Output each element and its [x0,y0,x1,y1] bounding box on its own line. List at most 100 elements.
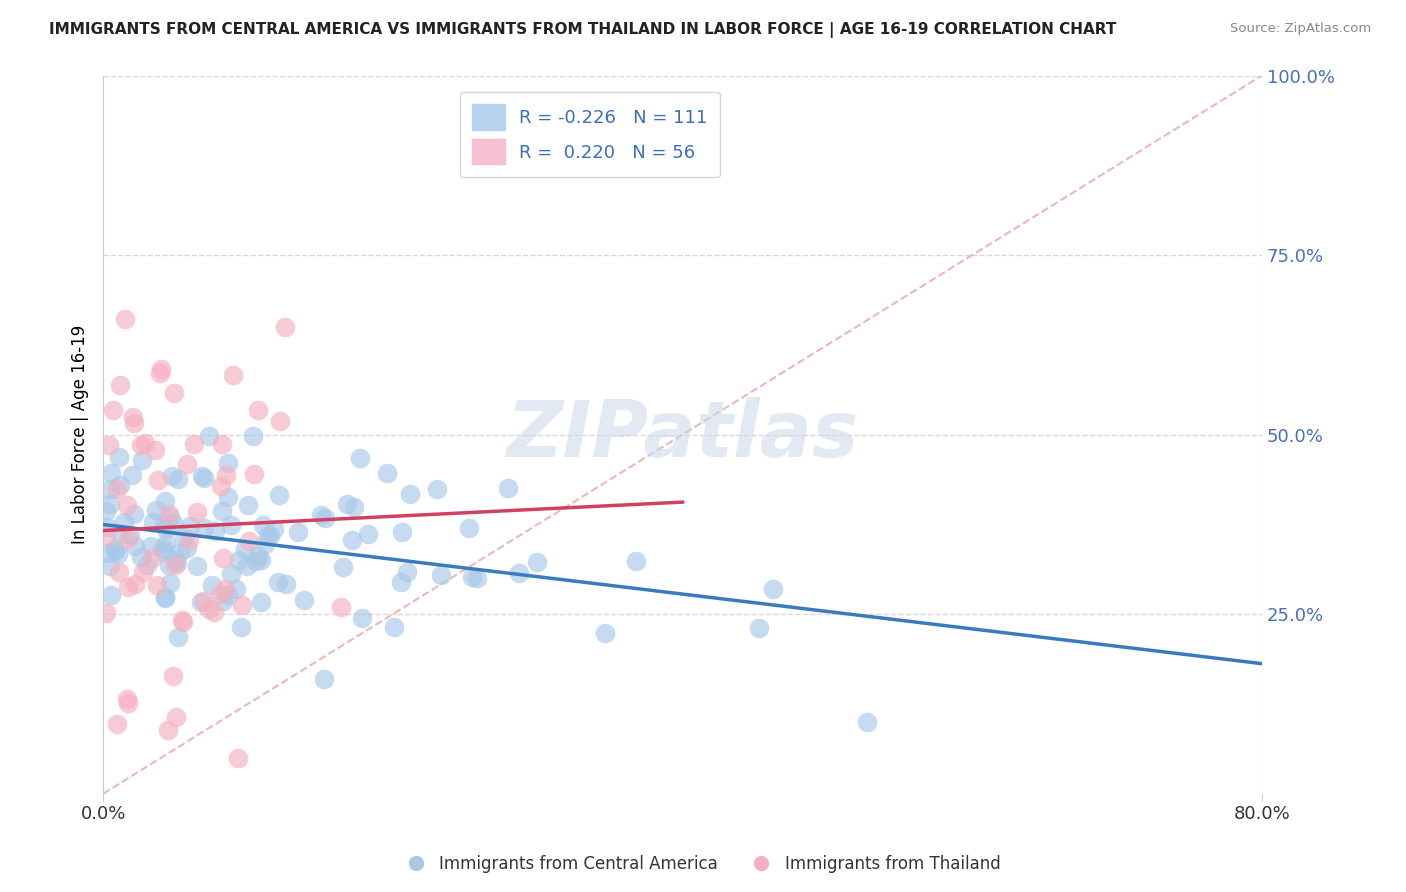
Point [169,545,191,559]
Point [426,482,449,496]
Point [150,361,173,376]
Point [193,594,215,608]
Point [236,559,259,574]
Point [94,606,117,620]
Point [382,620,405,634]
Point [225,582,247,596]
Point [217,490,239,504]
Point [112,515,135,529]
Point [332,559,354,574]
Point [350,611,373,625]
Point [146,473,169,487]
Point [105,716,128,731]
Point [340,533,363,547]
Point [155,522,177,536]
Point [217,456,239,470]
Point [183,437,205,451]
Point [110,377,132,392]
Point [108,450,131,464]
Point [96,520,118,534]
Point [115,692,138,706]
Point [177,533,200,547]
Point [165,710,187,724]
Point [398,487,420,501]
Point [100,466,122,480]
Point [377,467,399,481]
Point [209,587,232,601]
Point [163,385,186,400]
Point [247,403,270,417]
Point [238,533,260,548]
Point [593,626,616,640]
Point [396,565,419,579]
Point [342,500,364,514]
Point [136,558,159,572]
Point [357,527,380,541]
Point [122,416,145,430]
Point [274,319,297,334]
Point [266,575,288,590]
Point [762,582,785,596]
Point [167,630,190,644]
Point [222,368,245,382]
Point [114,312,136,326]
Point [159,575,181,590]
Point [212,550,235,565]
Point [467,571,489,585]
Point [104,541,127,556]
Point [250,553,273,567]
Point [162,516,184,530]
Point [209,479,232,493]
Point [101,402,124,417]
Point [391,524,413,539]
Point [118,528,141,542]
Y-axis label: In Labor Force | Age 16-19: In Labor Force | Age 16-19 [72,325,89,544]
Point [157,507,180,521]
Point [314,511,336,525]
Text: Source: ZipAtlas.com: Source: ZipAtlas.com [1230,22,1371,36]
Point [229,619,252,633]
Point [243,467,266,481]
Point [141,551,163,566]
Point [129,438,152,452]
Point [124,577,146,591]
Point [221,567,243,582]
Point [117,696,139,710]
Point [215,468,238,483]
Point [214,582,236,596]
Point [176,457,198,471]
Point [167,472,190,486]
Point [153,516,176,530]
Point [245,554,267,568]
Point [94,503,117,517]
Point [202,605,225,619]
Point [748,621,770,635]
Text: ZIPatlas: ZIPatlas [506,397,859,473]
Point [269,414,291,428]
Point [267,488,290,502]
Point [98,559,121,574]
Point [146,578,169,592]
Point [212,594,235,608]
Point [430,567,453,582]
Point [257,528,280,542]
Point [526,555,548,569]
Point [193,521,215,535]
Point [236,498,259,512]
Point [312,672,335,686]
Point [624,554,647,568]
Point [124,539,146,553]
Point [160,469,183,483]
Point [855,714,877,729]
Text: IMMIGRANTS FROM CENTRAL AMERICA VS IMMIGRANTS FROM THAILAND IN LABOR FORCE | AGE: IMMIGRANTS FROM CENTRAL AMERICA VS IMMIG… [49,22,1116,38]
Point [98,498,121,512]
Point [157,723,180,737]
Point [287,524,309,539]
Point [107,547,129,561]
Point [193,471,215,485]
Point [166,556,188,570]
Point [159,509,181,524]
Point [145,503,167,517]
Point [108,565,131,579]
Point [173,531,195,545]
